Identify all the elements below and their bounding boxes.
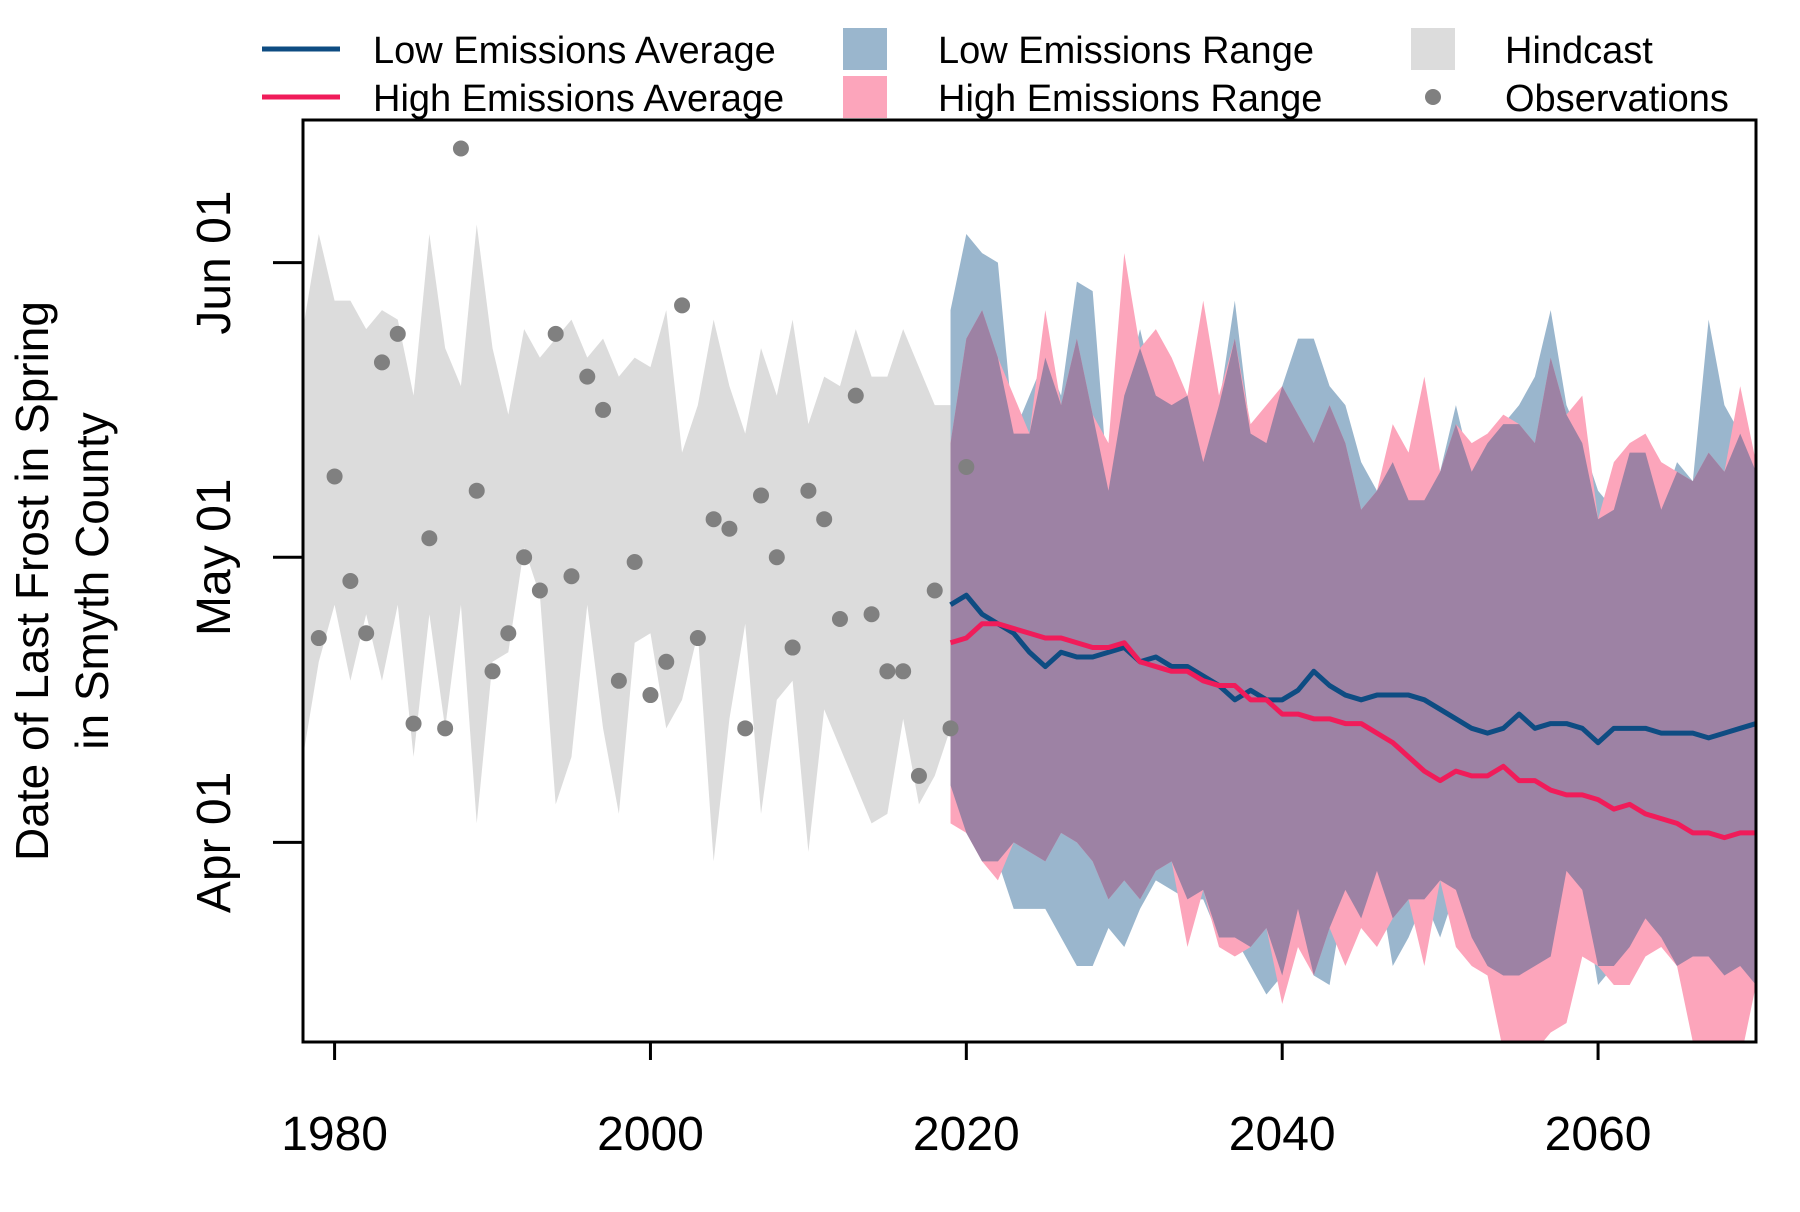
observation-point: [847, 387, 864, 404]
hindcast-range-area: [303, 224, 951, 862]
observation-point: [358, 625, 375, 642]
observation-point: [437, 720, 454, 737]
low-emissions-average-line: [949, 592, 1756, 746]
observation-point: [768, 549, 785, 566]
observation-point: [468, 482, 485, 499]
x-tick-label: 2020: [913, 1108, 1020, 1161]
legend-high-range-label: High Emissions Range: [938, 78, 1322, 120]
observation-point: [942, 720, 959, 737]
legend-hindcast-label: Hindcast: [1505, 30, 1653, 72]
observation-point: [626, 553, 643, 570]
y-axis: Apr 01 May 01 Jun 01: [188, 191, 303, 913]
y-tick-label: Jun 01: [188, 191, 241, 335]
observation-point: [310, 630, 327, 647]
observation-point: [405, 715, 422, 732]
legend-low-range-swatch: [843, 28, 887, 70]
observation-point: [563, 568, 580, 585]
x-tick-label: 2000: [597, 1108, 704, 1161]
plot-frame: [301, 118, 1758, 1044]
observation-point: [910, 767, 927, 784]
legend-low-range-label: Low Emissions Range: [938, 30, 1314, 72]
observation-point: [689, 630, 706, 647]
observation-point: [610, 672, 627, 689]
observation-point: [531, 582, 548, 599]
observation-point: [516, 549, 533, 566]
observation-point: [658, 653, 675, 670]
observation-point: [737, 720, 754, 737]
legend-observations-label: Observations: [1505, 78, 1729, 120]
observation-point: [342, 573, 359, 589]
observation-point: [500, 625, 517, 642]
observation-point: [721, 520, 738, 537]
observation-point: [863, 606, 880, 623]
x-tick-label: 2040: [1229, 1108, 1336, 1161]
observation-point: [753, 487, 770, 504]
observation-point: [879, 663, 896, 680]
observation-point: [579, 368, 596, 385]
observation-point: [958, 458, 975, 475]
observation-point: [421, 530, 438, 547]
observation-point: [326, 468, 343, 485]
range-overlap-area: [950, 310, 1756, 985]
x-tick-label: 1980: [281, 1108, 388, 1161]
y-axis-label-line-1: Date of Last Frost in Spring: [6, 301, 58, 861]
observation-point: [800, 482, 817, 499]
legend-low-avg-label: Low Emissions Average: [373, 30, 776, 72]
observation-point: [373, 354, 390, 371]
observation-point: [816, 511, 833, 528]
observation-point: [831, 611, 848, 628]
observation-point: [595, 401, 612, 418]
observation-point: [642, 687, 659, 704]
high-emissions-average-line: [949, 621, 1756, 841]
legend-high-range-swatch: [843, 76, 887, 118]
plot-area: [303, 140, 1756, 1042]
x-tick-label: 2060: [1545, 1108, 1652, 1161]
observation-point: [784, 639, 801, 656]
observation-point: [926, 582, 943, 599]
observation-point: [705, 511, 722, 528]
legend-observations-swatch: [1425, 89, 1441, 105]
y-axis-label-line-2: in Smyth County: [66, 412, 118, 749]
observation-point: [547, 325, 564, 342]
observation-point: [484, 663, 501, 680]
x-axis: 1980 2000 2020 2040 2060: [281, 1042, 1651, 1161]
observation-point: [674, 297, 691, 314]
observation-point: [389, 325, 406, 342]
y-tick-label: Apr 01: [188, 772, 241, 913]
legend-high-avg-label: High Emissions Average: [373, 78, 784, 120]
y-tick-label: May 01: [188, 479, 241, 636]
legend-hindcast-swatch: [1411, 28, 1455, 70]
observation-point: [895, 663, 912, 680]
legend: Low Emissions Average High Emissions Ave…: [262, 28, 1729, 120]
observation-point: [452, 140, 469, 157]
